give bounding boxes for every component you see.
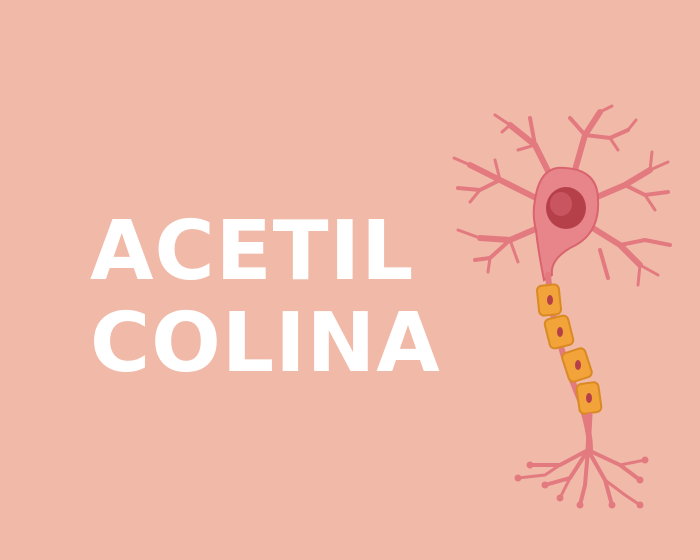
title-line-2: COLINA <box>90 296 441 391</box>
page-title: ACETIL COLINA <box>90 206 441 390</box>
title-line-1: ACETIL <box>90 204 415 299</box>
neuron-icon <box>452 104 672 509</box>
